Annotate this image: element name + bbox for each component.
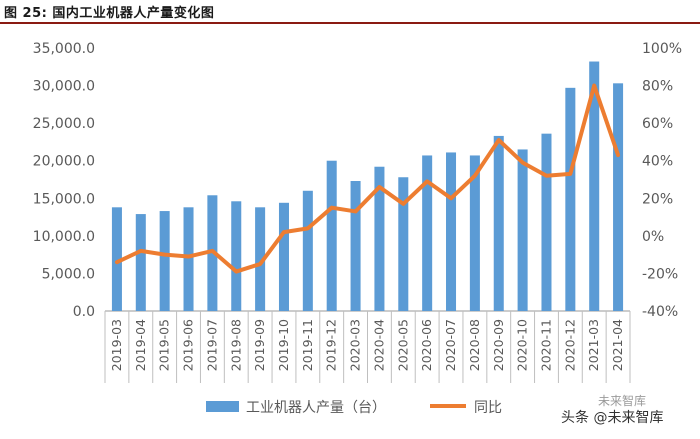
left-axis-tick-label: 5,000.0 (42, 266, 95, 282)
bar-2019-04 (135, 214, 146, 311)
legend-label-yoy: 同比 (474, 400, 502, 416)
x-axis-tick-label: 2019-10 (276, 319, 291, 371)
right-axis-tick-label: 40% (642, 154, 673, 170)
x-axis-tick-label: 2020-09 (491, 319, 506, 371)
yoy-point-2020-07 (449, 196, 453, 200)
yoy-point-2020-03 (354, 209, 358, 213)
figure-title: 图 25: 国内工业机器人产量变化图 (4, 6, 215, 21)
bar-2019-11 (302, 190, 313, 311)
yoy-point-2020-09 (497, 138, 501, 142)
bar-2019-09 (255, 207, 266, 311)
bar-2020-12 (565, 87, 576, 311)
yoy-point-2019-07 (210, 249, 214, 253)
bar-2021-03 (589, 61, 600, 312)
legend-label-production: 工业机器人产量（台） (246, 400, 386, 416)
bar-2019-05 (159, 211, 170, 311)
bar-2020-10 (517, 149, 528, 311)
title-rule (0, 22, 700, 24)
x-axis-tick-label: 2019-11 (300, 319, 315, 371)
yoy-point-2021-04 (616, 153, 620, 157)
yoy-point-2019-05 (163, 253, 167, 257)
yoy-series-line (114, 83, 621, 274)
bar-2020-05 (398, 177, 409, 311)
x-axis-tick-label: 2019-09 (252, 319, 267, 371)
right-axis-tick-label: 20% (642, 191, 673, 207)
bar-2020-08 (469, 155, 480, 311)
yoy-point-2020-05 (401, 202, 405, 206)
x-axis-tick-label: 2020-06 (419, 319, 434, 371)
x-axis-tick-label: 2019-03 (109, 319, 124, 371)
x-axis-tick-label: 2020-11 (538, 319, 553, 371)
x-axis-tick-label: 2019-07 (204, 319, 219, 371)
x-axis-tick-label: 2020-05 (395, 319, 410, 371)
yoy-point-2019-11 (306, 226, 310, 230)
bar-2019-08 (231, 201, 242, 311)
x-axis-tick-label: 2019-05 (157, 319, 172, 371)
yoy-point-2020-12 (568, 172, 572, 176)
left-axis-tick-label: 25,000.0 (33, 116, 95, 132)
yoy-point-2019-03 (115, 260, 119, 264)
yoy-point-2020-08 (473, 174, 477, 178)
right-axis-tick-label: 0% (642, 229, 664, 245)
x-axis-tick-label: 2020-04 (371, 319, 386, 371)
x-axis-tick-label: 2019-04 (133, 319, 148, 371)
x-axis-tick-label: 2020-10 (515, 319, 530, 371)
left-axis-tick-label: 0.0 (73, 304, 95, 320)
bars-layer (111, 61, 624, 312)
right-axis-tick-label: 100% (642, 41, 682, 57)
yoy-point-2020-11 (544, 174, 548, 178)
bar-2019-10 (278, 202, 289, 311)
x-axis-tick-label: 2019-08 (228, 319, 243, 371)
bar-2020-06 (422, 155, 433, 311)
watermark-logo-text: 未来智库 (598, 394, 647, 408)
yoy-point-2020-04 (377, 185, 381, 189)
yoy-point-2019-12 (330, 206, 334, 210)
left-axis-tick-label: 30,000.0 (33, 79, 95, 95)
yoy-point-2019-10 (282, 230, 286, 234)
left-axis-tick-label: 15,000.0 (33, 191, 95, 207)
x-axis-tick-label: 2020-08 (467, 319, 482, 371)
left-axis-tick-label: 35,000.0 (33, 41, 95, 57)
yoy-point-2020-06 (425, 179, 429, 183)
left-axis-tick-label: 10,000.0 (33, 229, 95, 245)
legend-swatch-production (206, 401, 239, 412)
yoy-point-2021-03 (592, 84, 596, 88)
yoy-point-2019-09 (258, 262, 262, 266)
yoy-point-2019-08 (234, 270, 238, 274)
x-axis-tick-label: 2021-03 (586, 319, 601, 371)
x-axis-tick-label: 2020-12 (562, 319, 577, 371)
bar-2020-11 (541, 133, 552, 311)
bar-2019-06 (183, 207, 194, 311)
axes-layer: 0.0 5,000.0 10,000.0 15,000.0 20,000.0 25,000… (33, 41, 682, 383)
bar-2020-03 (350, 181, 361, 311)
right-axis-tick-label: -20% (642, 266, 678, 282)
yoy-point-2019-04 (139, 249, 143, 253)
x-axis-tick-label: 2019-12 (324, 319, 339, 371)
legend: 工业机器人产量（台） 同比 (206, 400, 502, 416)
right-axis-tick-label: -40% (642, 304, 678, 320)
bar-2021-04 (613, 83, 624, 312)
line-layer (114, 83, 621, 274)
left-axis-tick-label: 20,000.0 (33, 154, 95, 170)
right-axis-tick-label: 60% (642, 116, 673, 132)
yoy-point-2019-06 (187, 255, 191, 259)
x-axis-tick-label: 2019-06 (181, 319, 196, 371)
bar-2020-07 (446, 152, 457, 311)
right-axis-tick-label: 80% (642, 79, 673, 95)
bar-2019-12 (326, 160, 337, 311)
bar-2019-03 (111, 207, 122, 311)
x-axis-tick-label: 2020-07 (443, 319, 458, 371)
x-axis-tick-label: 2020-03 (348, 319, 363, 371)
x-axis-tick-label: 2021-04 (610, 319, 625, 371)
yoy-point-2020-10 (521, 161, 525, 165)
watermark: 头条 @未来智库 (558, 407, 667, 427)
bar-2020-09 (493, 135, 504, 311)
bar-2020-04 (374, 166, 385, 311)
